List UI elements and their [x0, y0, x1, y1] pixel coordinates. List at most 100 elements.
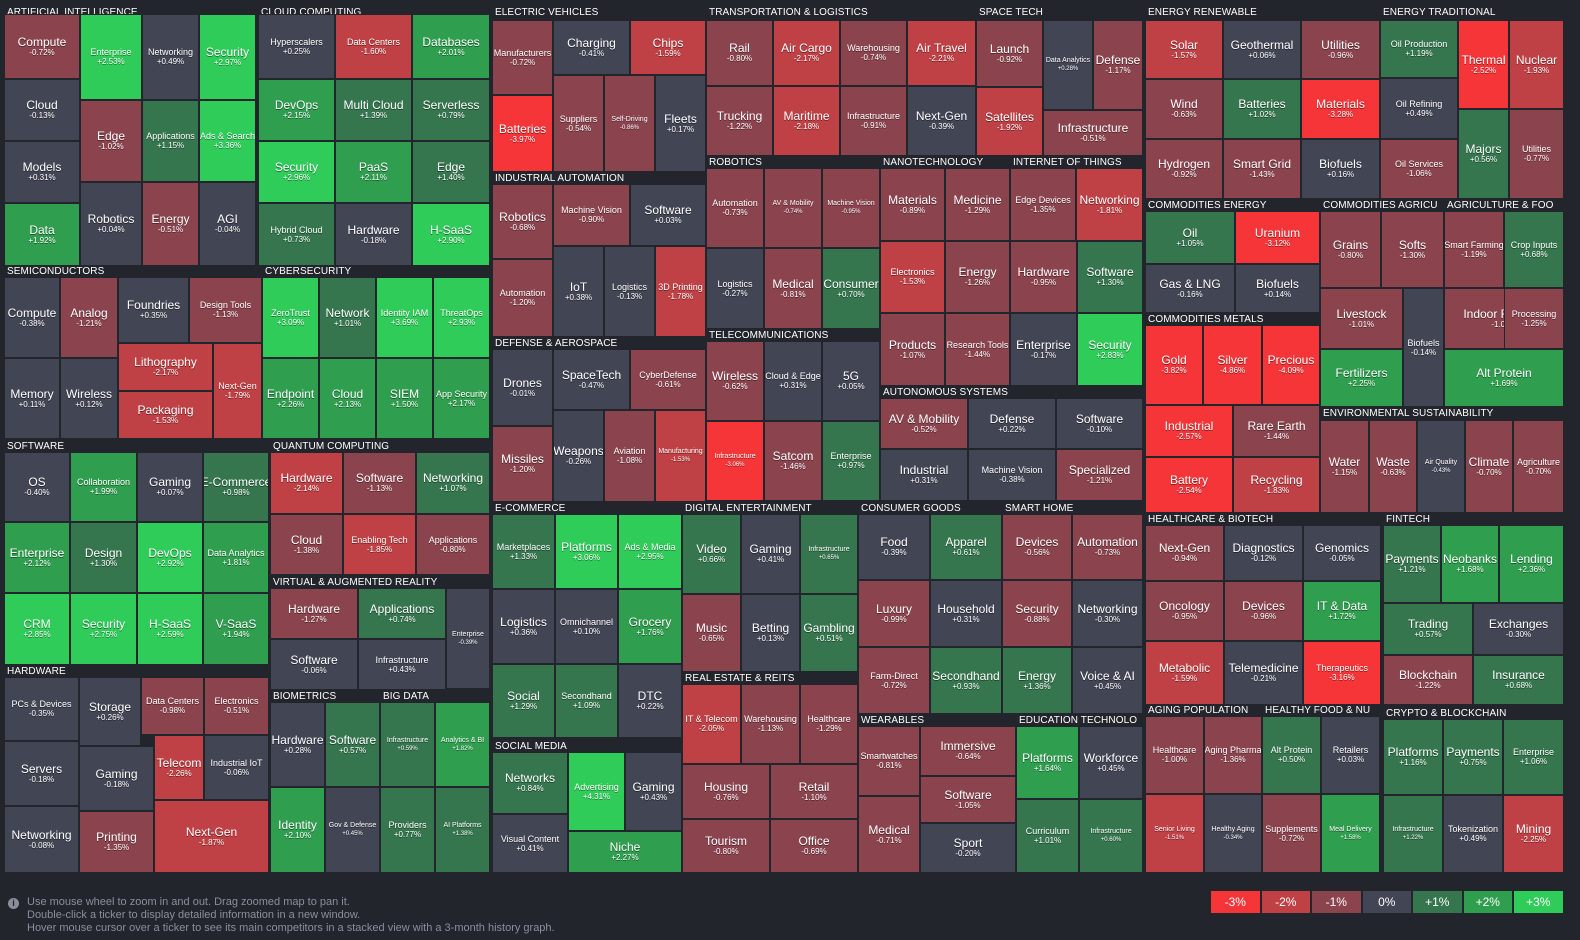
tile-office[interactable]: Office -0.69%	[770, 819, 858, 873]
tile-enterprise[interactable]: Enterprise +1.06%	[1503, 719, 1564, 795]
tile-medical[interactable]: Medical -0.71%	[858, 796, 920, 873]
tile-batteries[interactable]: Batteries -3.97%	[492, 95, 553, 172]
tile-iot[interactable]: IoT +0.38%	[553, 246, 604, 337]
tile-applications[interactable]: Applications +1.15%	[142, 100, 199, 182]
tile-biofuels[interactable]: Biofuels +0.16%	[1301, 139, 1380, 199]
tile-softs[interactable]: Softs -1.30%	[1381, 211, 1444, 288]
tile-devops[interactable]: DevOps +2.92%	[137, 522, 203, 593]
tile-suppliers[interactable]: Suppliers -0.54%	[553, 75, 604, 172]
tile-visual-content[interactable]: Visual Content +0.41%	[492, 814, 568, 873]
tile-silver[interactable]: Silver -4.86%	[1203, 325, 1262, 405]
tile-gaming[interactable]: Gaming +0.43%	[625, 752, 682, 831]
tile-zerotrust[interactable]: ZeroTrust +3.09%	[262, 277, 319, 358]
tile-farm-direct[interactable]: Farm-Direct -0.72%	[858, 647, 930, 714]
tile-solar[interactable]: Solar -1.57%	[1145, 20, 1223, 79]
tile-crop-inputs[interactable]: Crop Inputs +0.68%	[1504, 211, 1564, 288]
tile-ads-and-search[interactable]: Ads & Search +3.36%	[199, 100, 256, 182]
tile-design[interactable]: Design +1.30%	[70, 522, 137, 593]
tile-oil-production[interactable]: Oil Production +1.19%	[1380, 20, 1458, 78]
tile-design-tools[interactable]: Design Tools -1.13%	[189, 277, 262, 343]
tile-research-tools[interactable]: Research Tools -1.44%	[945, 313, 1010, 386]
tile-water[interactable]: Water -1.15%	[1320, 420, 1369, 513]
tile-secondhand[interactable]: Secondhand +1.09%	[555, 664, 618, 738]
tile-recycling[interactable]: Recycling -1.83%	[1233, 457, 1320, 513]
tile-voice-and-ai[interactable]: Voice & AI +0.45%	[1072, 647, 1143, 714]
tile-machine-vision[interactable]: Machine Vision -0.38%	[968, 449, 1056, 501]
tile-cloud[interactable]: Cloud -0.13%	[4, 79, 80, 141]
tile-data-analytics[interactable]: Data Analytics +0.28%	[1043, 20, 1093, 110]
tile-crm[interactable]: CRM +2.85%	[4, 593, 70, 665]
tile-av-and-mobility[interactable]: AV & Mobility -0.74%	[764, 168, 822, 248]
tile-agriculture[interactable]: Agriculture -0.70%	[1513, 420, 1564, 513]
tile-rare-earth[interactable]: Rare Earth -1.44%	[1233, 405, 1320, 457]
tile-healthcare[interactable]: Healthcare -1.00%	[1145, 716, 1204, 794]
tile-devops[interactable]: DevOps +2.15%	[258, 79, 335, 141]
tile-retailers[interactable]: Retailers +0.03%	[1321, 716, 1380, 794]
tile-e-commerce[interactable]: E-Commerce +0.98%	[203, 452, 269, 522]
tile-networking[interactable]: Networking -0.30%	[1072, 580, 1143, 647]
tile-medicine[interactable]: Medicine -1.29%	[945, 168, 1010, 241]
tile-next-gen[interactable]: Next-Gen -1.79%	[213, 343, 262, 439]
tile-grains[interactable]: Grains -0.80%	[1320, 211, 1381, 288]
tile-cyberdefense[interactable]: CyberDefense -0.61%	[630, 349, 706, 410]
tile-devices[interactable]: Devices -0.96%	[1224, 581, 1303, 641]
tile-warehousing[interactable]: Warehousing -0.74%	[840, 20, 907, 86]
tile-utilities[interactable]: Utilities -0.96%	[1301, 20, 1380, 79]
tile-gold[interactable]: Gold -3.82%	[1145, 325, 1203, 405]
tile-marketplaces[interactable]: Marketplaces +1.33%	[492, 514, 555, 589]
tile-secondhand[interactable]: Secondhand +0.93%	[930, 647, 1002, 714]
tile-materials[interactable]: Materials -0.89%	[880, 168, 945, 241]
tile-launch[interactable]: Launch -0.92%	[976, 20, 1043, 87]
tile-applications[interactable]: Applications +0.74%	[358, 588, 446, 639]
tile-waste[interactable]: Waste -0.63%	[1369, 420, 1417, 513]
tile-data[interactable]: Data +1.92%	[4, 203, 80, 266]
tile-warehousing[interactable]: Warehousing -1.13%	[741, 684, 800, 764]
tile-5g[interactable]: 5G +0.05%	[822, 341, 880, 421]
tile-automation[interactable]: Automation -1.20%	[492, 259, 553, 337]
tile-gas-and-lng[interactable]: Gas & LNG -0.16%	[1145, 264, 1235, 313]
tile-smart-farming[interactable]: Smart Farming -1.19%	[1444, 211, 1504, 288]
tile-collaboration[interactable]: Collaboration +1.99%	[70, 452, 137, 522]
tile-security[interactable]: Security -0.88%	[1002, 580, 1072, 647]
tile-robotics[interactable]: Robotics -0.68%	[492, 184, 553, 259]
tile-platforms[interactable]: Platforms +1.16%	[1383, 719, 1443, 795]
tile-automation[interactable]: Automation -0.73%	[1072, 514, 1143, 580]
tile-manufacturers[interactable]: Manufacturers -0.72%	[492, 20, 553, 95]
tile-industrial[interactable]: Industrial +0.31%	[880, 449, 968, 501]
tile-h-saas[interactable]: H-SaaS +2.59%	[137, 593, 203, 665]
tile-logistics[interactable]: Logistics -0.13%	[604, 246, 655, 337]
tile-biofuels[interactable]: Biofuels +0.14%	[1235, 264, 1320, 313]
tile-electronics[interactable]: Electronics -1.53%	[880, 241, 945, 313]
tile-precious[interactable]: Precious -4.09%	[1262, 325, 1320, 405]
tile-payments[interactable]: Payments +1.21%	[1383, 525, 1441, 603]
tile-trading[interactable]: Trading +0.57%	[1383, 603, 1473, 655]
tile-trucking[interactable]: Trucking -1.22%	[706, 86, 773, 156]
tile-social[interactable]: Social +1.29%	[492, 664, 555, 738]
tile-networking[interactable]: Networking -0.08%	[4, 806, 79, 873]
tile-infrastructure[interactable]: Infrastructure -0.51%	[1043, 110, 1143, 156]
tile-paas[interactable]: PaaS +2.11%	[335, 141, 412, 203]
tile-threatops[interactable]: ThreatOps +2.93%	[433, 277, 490, 358]
tile-machine-vision[interactable]: Machine Vision -0.90%	[553, 184, 630, 246]
tile-cloud[interactable]: Cloud +2.13%	[319, 358, 376, 439]
tile-nuclear[interactable]: Nuclear -1.93%	[1509, 20, 1564, 109]
tile-video[interactable]: Video +0.66%	[682, 514, 741, 594]
tile-immersive[interactable]: Immersive -0.64%	[920, 726, 1016, 776]
tile-livestock[interactable]: Livestock -1.01%	[1320, 288, 1403, 349]
tile-wind[interactable]: Wind -0.63%	[1145, 79, 1223, 139]
tile-hybrid-cloud[interactable]: Hybrid Cloud +0.73%	[258, 203, 335, 266]
tile-cloud[interactable]: Cloud -1.38%	[270, 514, 343, 575]
tile-wireless[interactable]: Wireless +0.12%	[60, 358, 118, 439]
tile-charging[interactable]: Charging -0.41%	[553, 20, 630, 75]
tile-data-analytics[interactable]: Data Analytics +1.81%	[203, 522, 269, 593]
tile-enterprise[interactable]: Enterprise +2.53%	[80, 14, 142, 100]
tile-identity-iam[interactable]: Identity IAM +3.69%	[376, 277, 433, 358]
tile-defense[interactable]: Defense +0.22%	[968, 398, 1056, 449]
tile-gaming[interactable]: Gaming -0.18%	[79, 746, 154, 811]
tile-compute[interactable]: Compute -0.72%	[4, 14, 80, 79]
tile-next-gen[interactable]: Next-Gen -0.39%	[907, 86, 976, 156]
tile-chips[interactable]: Chips -1.59%	[630, 20, 706, 75]
tile-multi-cloud[interactable]: Multi Cloud +1.39%	[335, 79, 412, 141]
tile-software[interactable]: Software -0.06%	[270, 639, 358, 690]
tile-v-saas[interactable]: V-SaaS +1.94%	[203, 593, 269, 665]
